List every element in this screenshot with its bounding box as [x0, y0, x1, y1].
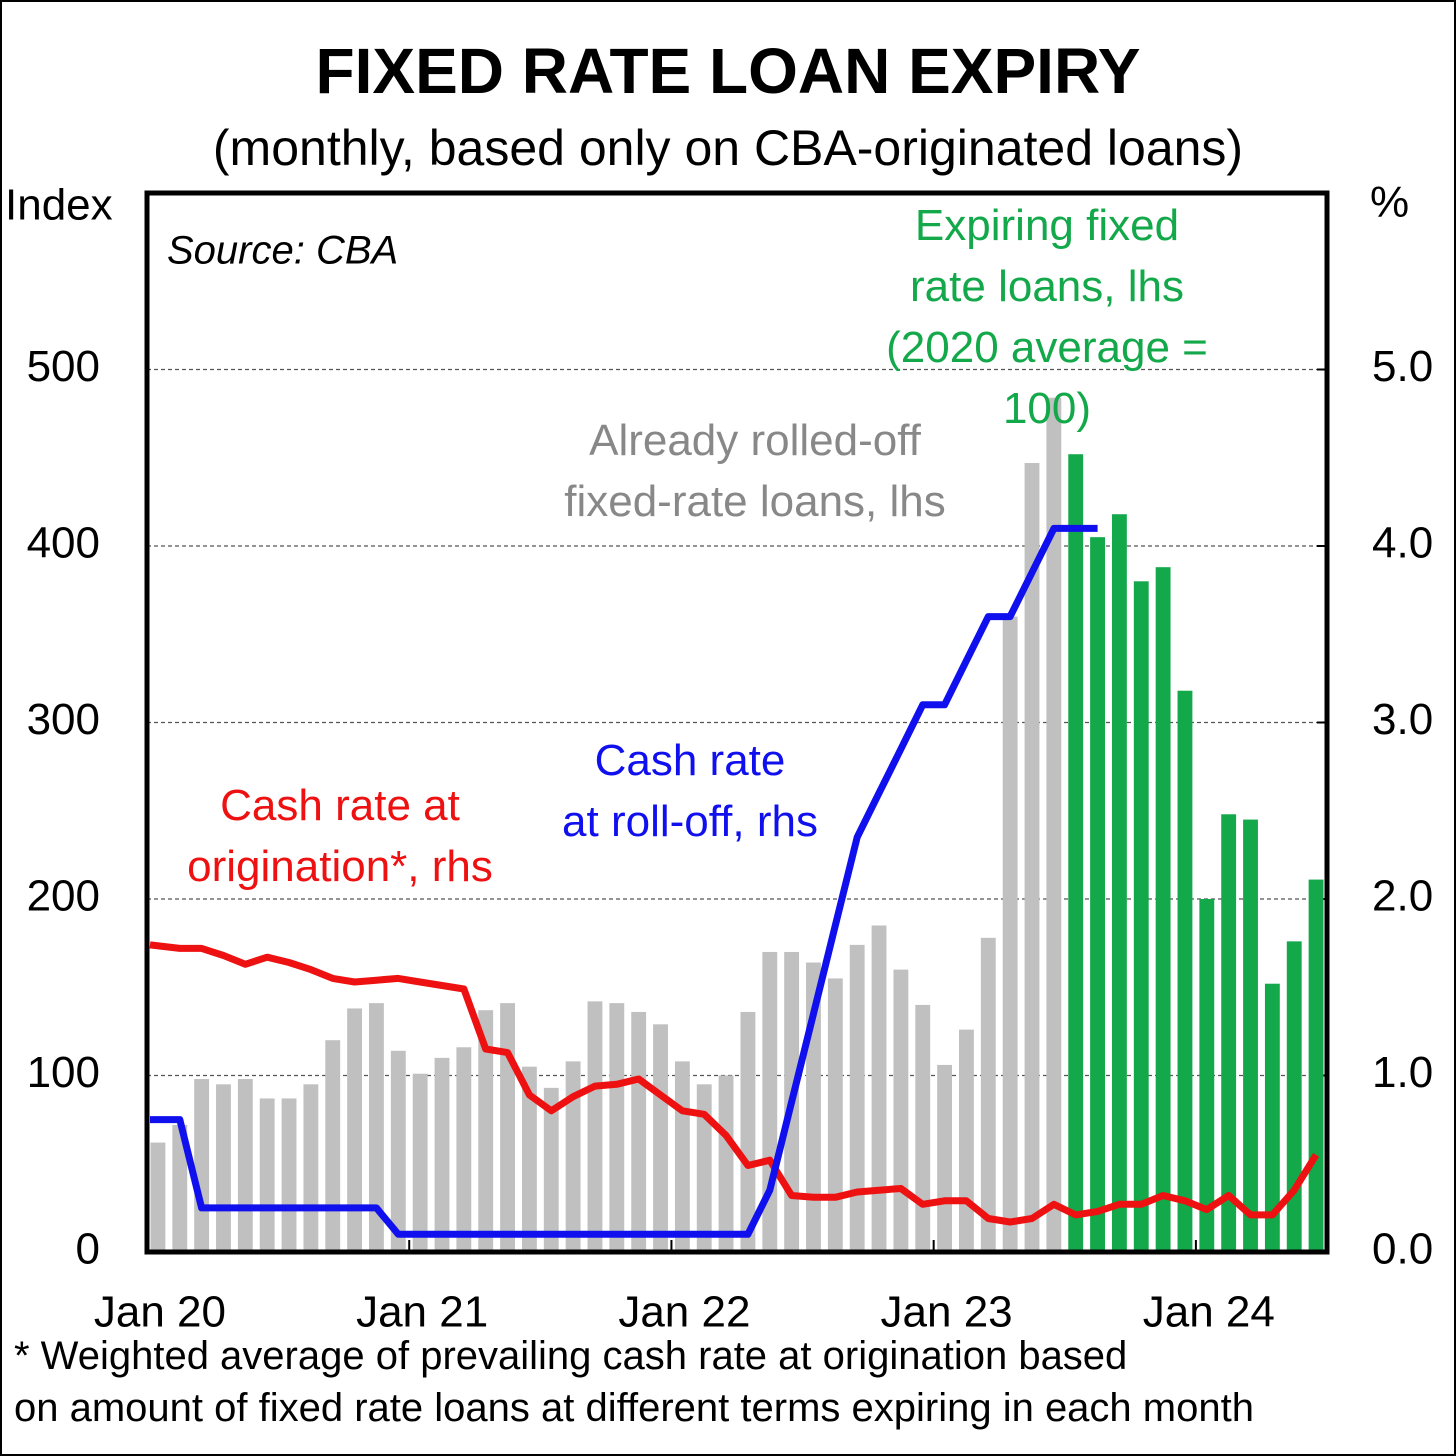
bar [150, 1142, 166, 1252]
bar [1221, 814, 1237, 1252]
source-note: Source: CBA [167, 229, 398, 273]
y2-tick-label: 4.0 [1372, 519, 1433, 568]
bar [937, 1064, 953, 1252]
line-series [149, 941, 1320, 1226]
y-tick-label: 500 [27, 342, 100, 391]
bar [893, 969, 909, 1252]
bar [478, 1010, 494, 1252]
x-tick-label: Jan 20 [94, 1288, 226, 1337]
bar [325, 1040, 341, 1252]
bar [412, 1073, 428, 1252]
bar [303, 1084, 319, 1252]
bar [237, 1079, 253, 1252]
bar [980, 937, 996, 1252]
bar [1002, 616, 1018, 1252]
bar [347, 1008, 363, 1252]
y2-tick-label: 2.0 [1372, 872, 1433, 921]
bar [587, 1001, 603, 1252]
bar [609, 1003, 625, 1252]
series-label: Cash rate at origination*, rhs [187, 781, 493, 891]
bar [434, 1057, 450, 1252]
bar [1308, 879, 1324, 1252]
bar [456, 1047, 472, 1252]
bar [1264, 983, 1280, 1252]
bar [565, 1061, 581, 1252]
plot-frame [144, 190, 1330, 1255]
bar [653, 1024, 668, 1252]
bar [1024, 463, 1040, 1252]
x-tick-label: Jan 24 [1143, 1288, 1275, 1337]
bar [740, 1011, 756, 1252]
bar [172, 1124, 188, 1252]
y-axis-label: Index [5, 181, 113, 230]
y2-tick-label: 1.0 [1372, 1048, 1433, 1097]
bar [915, 1004, 931, 1252]
bar [1177, 690, 1193, 1252]
y-tick-label: 200 [27, 872, 100, 921]
chart-title: FIXED RATE LOAN EXPIRY [316, 35, 1141, 107]
bar [959, 1029, 974, 1252]
chart-subtitle: (monthly, based only on CBA-originated l… [213, 120, 1243, 176]
y2-axis-label: % [1370, 178, 1409, 227]
series-label: Cash rate at roll-off, rhs [562, 736, 818, 846]
bar [1286, 941, 1302, 1252]
bar [1133, 581, 1149, 1252]
bar [631, 1011, 647, 1252]
bar [718, 1075, 734, 1252]
bar [390, 1050, 406, 1252]
bar [1111, 514, 1127, 1252]
bar [369, 1003, 384, 1252]
bar [674, 1061, 690, 1252]
bar [500, 1003, 515, 1252]
bar [1199, 899, 1215, 1252]
bar [543, 1087, 559, 1252]
bar [1090, 537, 1105, 1252]
bar [849, 944, 865, 1252]
x-tick-label: Jan 22 [618, 1288, 750, 1337]
y-tick-label: 0 [76, 1225, 100, 1274]
bar [1046, 397, 1062, 1252]
bar [216, 1084, 231, 1252]
y2-tick-label: 0.0 [1372, 1225, 1433, 1274]
bar [281, 1098, 297, 1252]
y-tick-label: 300 [27, 695, 100, 744]
bar [1243, 819, 1258, 1252]
bar [1155, 567, 1171, 1252]
y2-tick-label: 5.0 [1372, 342, 1433, 391]
bar [696, 1084, 712, 1252]
y-tick-label: 400 [27, 519, 100, 568]
bar [521, 1066, 537, 1252]
bar [1068, 454, 1084, 1253]
series-label: Expiring fixed rate loans, lhs (2020 ave… [886, 201, 1208, 433]
line-series [150, 524, 1098, 1238]
footnote: * Weighted average of prevailing cash ra… [14, 1334, 1254, 1430]
bar [827, 978, 843, 1252]
x-tick-label: Jan 23 [881, 1288, 1013, 1337]
y2-tick-label: 3.0 [1372, 695, 1433, 744]
series-label: Already rolled-off fixed-rate loans, lhs [564, 416, 946, 526]
x-tick-label: Jan 21 [356, 1288, 488, 1337]
bar [194, 1079, 210, 1252]
y-tick-label: 100 [27, 1048, 100, 1097]
bar [871, 925, 887, 1252]
bar [259, 1098, 275, 1252]
